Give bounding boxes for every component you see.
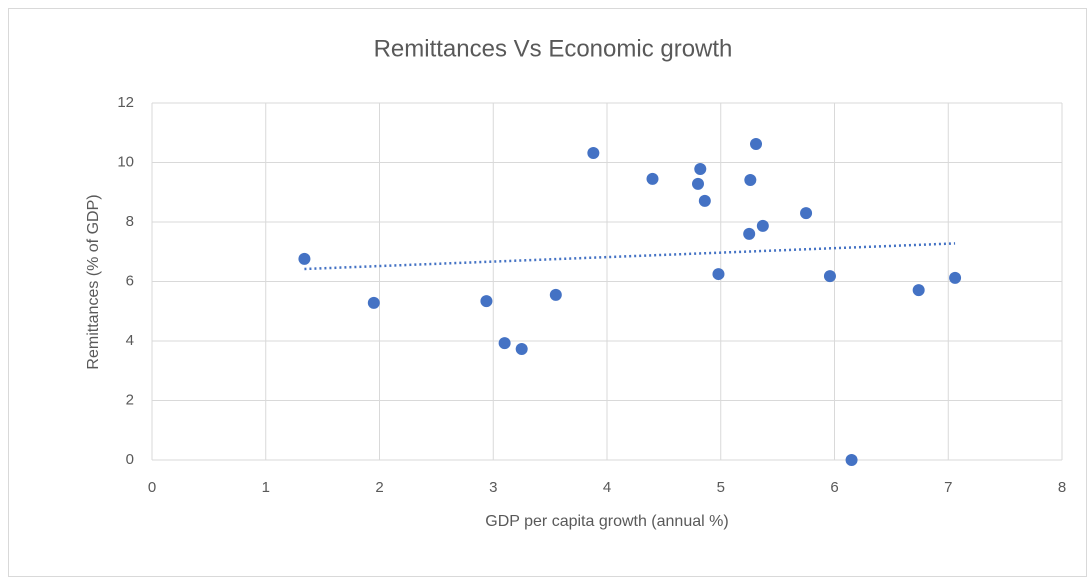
point [646, 172, 659, 185]
point [298, 252, 311, 265]
y-tick-label: 8 [126, 213, 134, 230]
y-tick-label: 4 [126, 332, 134, 349]
y-tick-label: 6 [126, 272, 134, 289]
point [367, 296, 380, 309]
x-axis-label: GDP per capita growth (annual %) [485, 513, 728, 530]
trendline [304, 242, 956, 271]
x-tick-label: 4 [603, 479, 611, 496]
point [845, 454, 858, 466]
chart-border [8, 8, 1087, 577]
point [744, 174, 757, 187]
point [756, 219, 769, 232]
point [498, 337, 511, 350]
x-tick-label: 2 [375, 479, 383, 496]
point [823, 270, 836, 283]
chart-title: Remittances Vs Economic growth [374, 35, 733, 62]
y-tick-label: 0 [126, 451, 134, 468]
x-tick-label: 5 [717, 479, 725, 496]
point [750, 138, 763, 151]
y-axis-label: Remittances (% of GDP) [85, 194, 102, 369]
point [712, 268, 725, 281]
point [694, 163, 707, 176]
point [698, 194, 711, 207]
point [800, 207, 813, 220]
x-tick-label: 7 [944, 479, 952, 496]
point [515, 343, 528, 356]
x-tick-label: 0 [148, 479, 156, 496]
point [587, 146, 600, 159]
point [549, 288, 562, 301]
y-tick-label: 10 [117, 153, 134, 170]
point [692, 177, 704, 190]
point [949, 271, 962, 284]
y-tick-label: 2 [126, 391, 134, 408]
point [480, 295, 493, 308]
x-tick-label: 3 [489, 479, 497, 496]
x-tick-label: 8 [1058, 479, 1066, 496]
point [743, 227, 756, 240]
point [912, 284, 925, 297]
x-tick-label: 6 [830, 479, 838, 496]
x-tick-label: 1 [262, 479, 270, 496]
y-tick-label: 12 [117, 94, 134, 111]
